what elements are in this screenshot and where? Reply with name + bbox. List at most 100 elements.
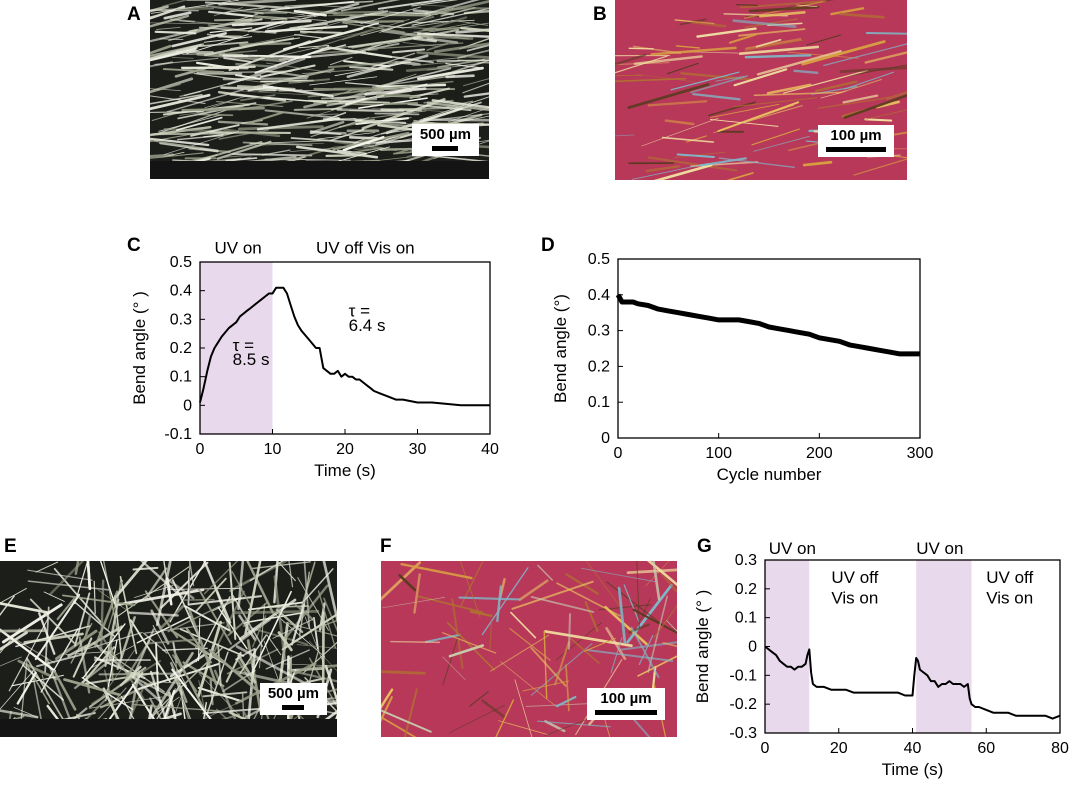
crystal-needle	[317, 132, 376, 140]
crystal-needle	[265, 70, 309, 78]
x-tick-label: 40	[904, 740, 922, 757]
data-line	[615, 293, 920, 357]
crystal-needle	[312, 48, 379, 55]
crystal-needle	[299, 30, 343, 34]
crystal-needle	[632, 45, 682, 54]
crystal-needle	[202, 691, 262, 720]
crystal-needle	[636, 73, 696, 83]
scale-bar-f: 100 µm	[587, 688, 665, 720]
crystal-needle	[446, 621, 496, 671]
crystal-needle	[315, 25, 384, 49]
crystal-needle	[864, 51, 907, 64]
crystal-needle	[615, 77, 687, 83]
crystal-needle	[496, 585, 502, 623]
crystal-needle	[675, 45, 701, 49]
panel-letter-g: G	[697, 536, 712, 557]
crystal-needle	[751, 128, 800, 146]
crystal-needle	[254, 46, 330, 74]
crystal-needle	[310, 113, 339, 116]
crystal-needle	[187, 607, 218, 686]
crystal-needle	[498, 720, 549, 736]
crystal-needle	[375, 93, 421, 99]
crystal-needle	[231, 571, 251, 606]
crystal-needle	[171, 56, 194, 59]
crystal-needle	[462, 82, 489, 94]
y-tick-label: 0	[183, 397, 192, 414]
crystal-needle	[458, 596, 521, 601]
crystal-needle	[843, 94, 907, 120]
crystal-needle	[865, 109, 907, 120]
crystal-needle	[72, 637, 93, 678]
crystal-needle	[745, 38, 802, 50]
crystal-needle	[865, 31, 907, 35]
crystal-needle	[735, 4, 758, 7]
scale-line-b	[826, 147, 886, 152]
crystal-needle	[150, 152, 204, 159]
crystal-needle	[114, 595, 123, 659]
crystal-needle	[204, 1, 290, 10]
crystal-needle	[108, 579, 122, 660]
crystal-needle	[753, 91, 843, 97]
crystal-needle	[348, 136, 379, 140]
crystal-needle	[555, 622, 602, 661]
crystal-needle	[158, 604, 185, 630]
y-tick-label: 0	[601, 430, 610, 447]
crystal-needle	[242, 141, 313, 147]
annotation: UV off Vis on	[316, 238, 415, 257]
scale-bar-a: 500 µm	[411, 124, 479, 156]
crystal-needle	[400, 563, 473, 580]
crystal-needle	[844, 71, 894, 90]
crystal-needle	[74, 561, 80, 576]
crystal-needle	[241, 90, 324, 97]
crystal-needle	[317, 590, 337, 649]
scale-line-e	[282, 705, 305, 710]
panel-letter-b: B	[593, 4, 607, 25]
crystal-needle	[170, 661, 188, 704]
crystal-needle	[753, 135, 810, 152]
crystal-needle	[0, 656, 22, 667]
crystal-needle	[615, 74, 644, 77]
crystal-needle	[150, 14, 190, 28]
crystal-needle	[748, 5, 820, 13]
crystal-needle	[367, 155, 419, 163]
crystal-needle	[224, 6, 267, 14]
crystal-needle	[342, 18, 410, 41]
y-tick-label: -0.1	[729, 667, 757, 684]
crystal-needle	[412, 37, 438, 43]
crystal-needle	[381, 696, 393, 723]
crystal-needle	[585, 561, 623, 610]
crystal-needle	[674, 151, 727, 158]
crystal-needle	[242, 610, 310, 624]
crystal-needle	[16, 671, 37, 705]
crystal-needle	[309, 76, 378, 86]
y-axis-label: Bend angle (° )	[693, 590, 712, 704]
y-tick-label: 0.3	[170, 311, 192, 328]
x-tick-label: 200	[806, 445, 833, 462]
panel-letter-e: E	[4, 536, 17, 557]
x-tick-label: 30	[409, 441, 427, 458]
crystal-needle	[132, 675, 173, 699]
crystal-needle	[363, 13, 431, 17]
crystal-needle	[448, 704, 506, 734]
crystal-needle	[692, 92, 741, 101]
crystal-needle	[313, 87, 385, 92]
crystal-needle	[340, 0, 401, 12]
crystal-needle	[327, 60, 401, 69]
crystal-needle	[237, 659, 252, 682]
crystal-needle	[544, 630, 633, 648]
crystal-needle	[140, 561, 184, 599]
crystal-needle	[0, 587, 27, 604]
slide-edge	[150, 161, 489, 179]
crystal-needle	[739, 0, 827, 9]
crystal-needle	[718, 157, 795, 168]
crystal-needle	[232, 609, 320, 615]
crystal-needle	[150, 139, 201, 149]
crystal-needle	[0, 602, 49, 614]
crystal-needle	[606, 581, 665, 627]
panel-letter-a: A	[127, 4, 141, 25]
crystal-needle	[288, 561, 294, 588]
crystal-needle	[277, 37, 300, 42]
crystal-needle	[436, 59, 489, 62]
crystal-needle	[166, 577, 173, 606]
scale-label-f: 100 µm	[600, 690, 652, 707]
